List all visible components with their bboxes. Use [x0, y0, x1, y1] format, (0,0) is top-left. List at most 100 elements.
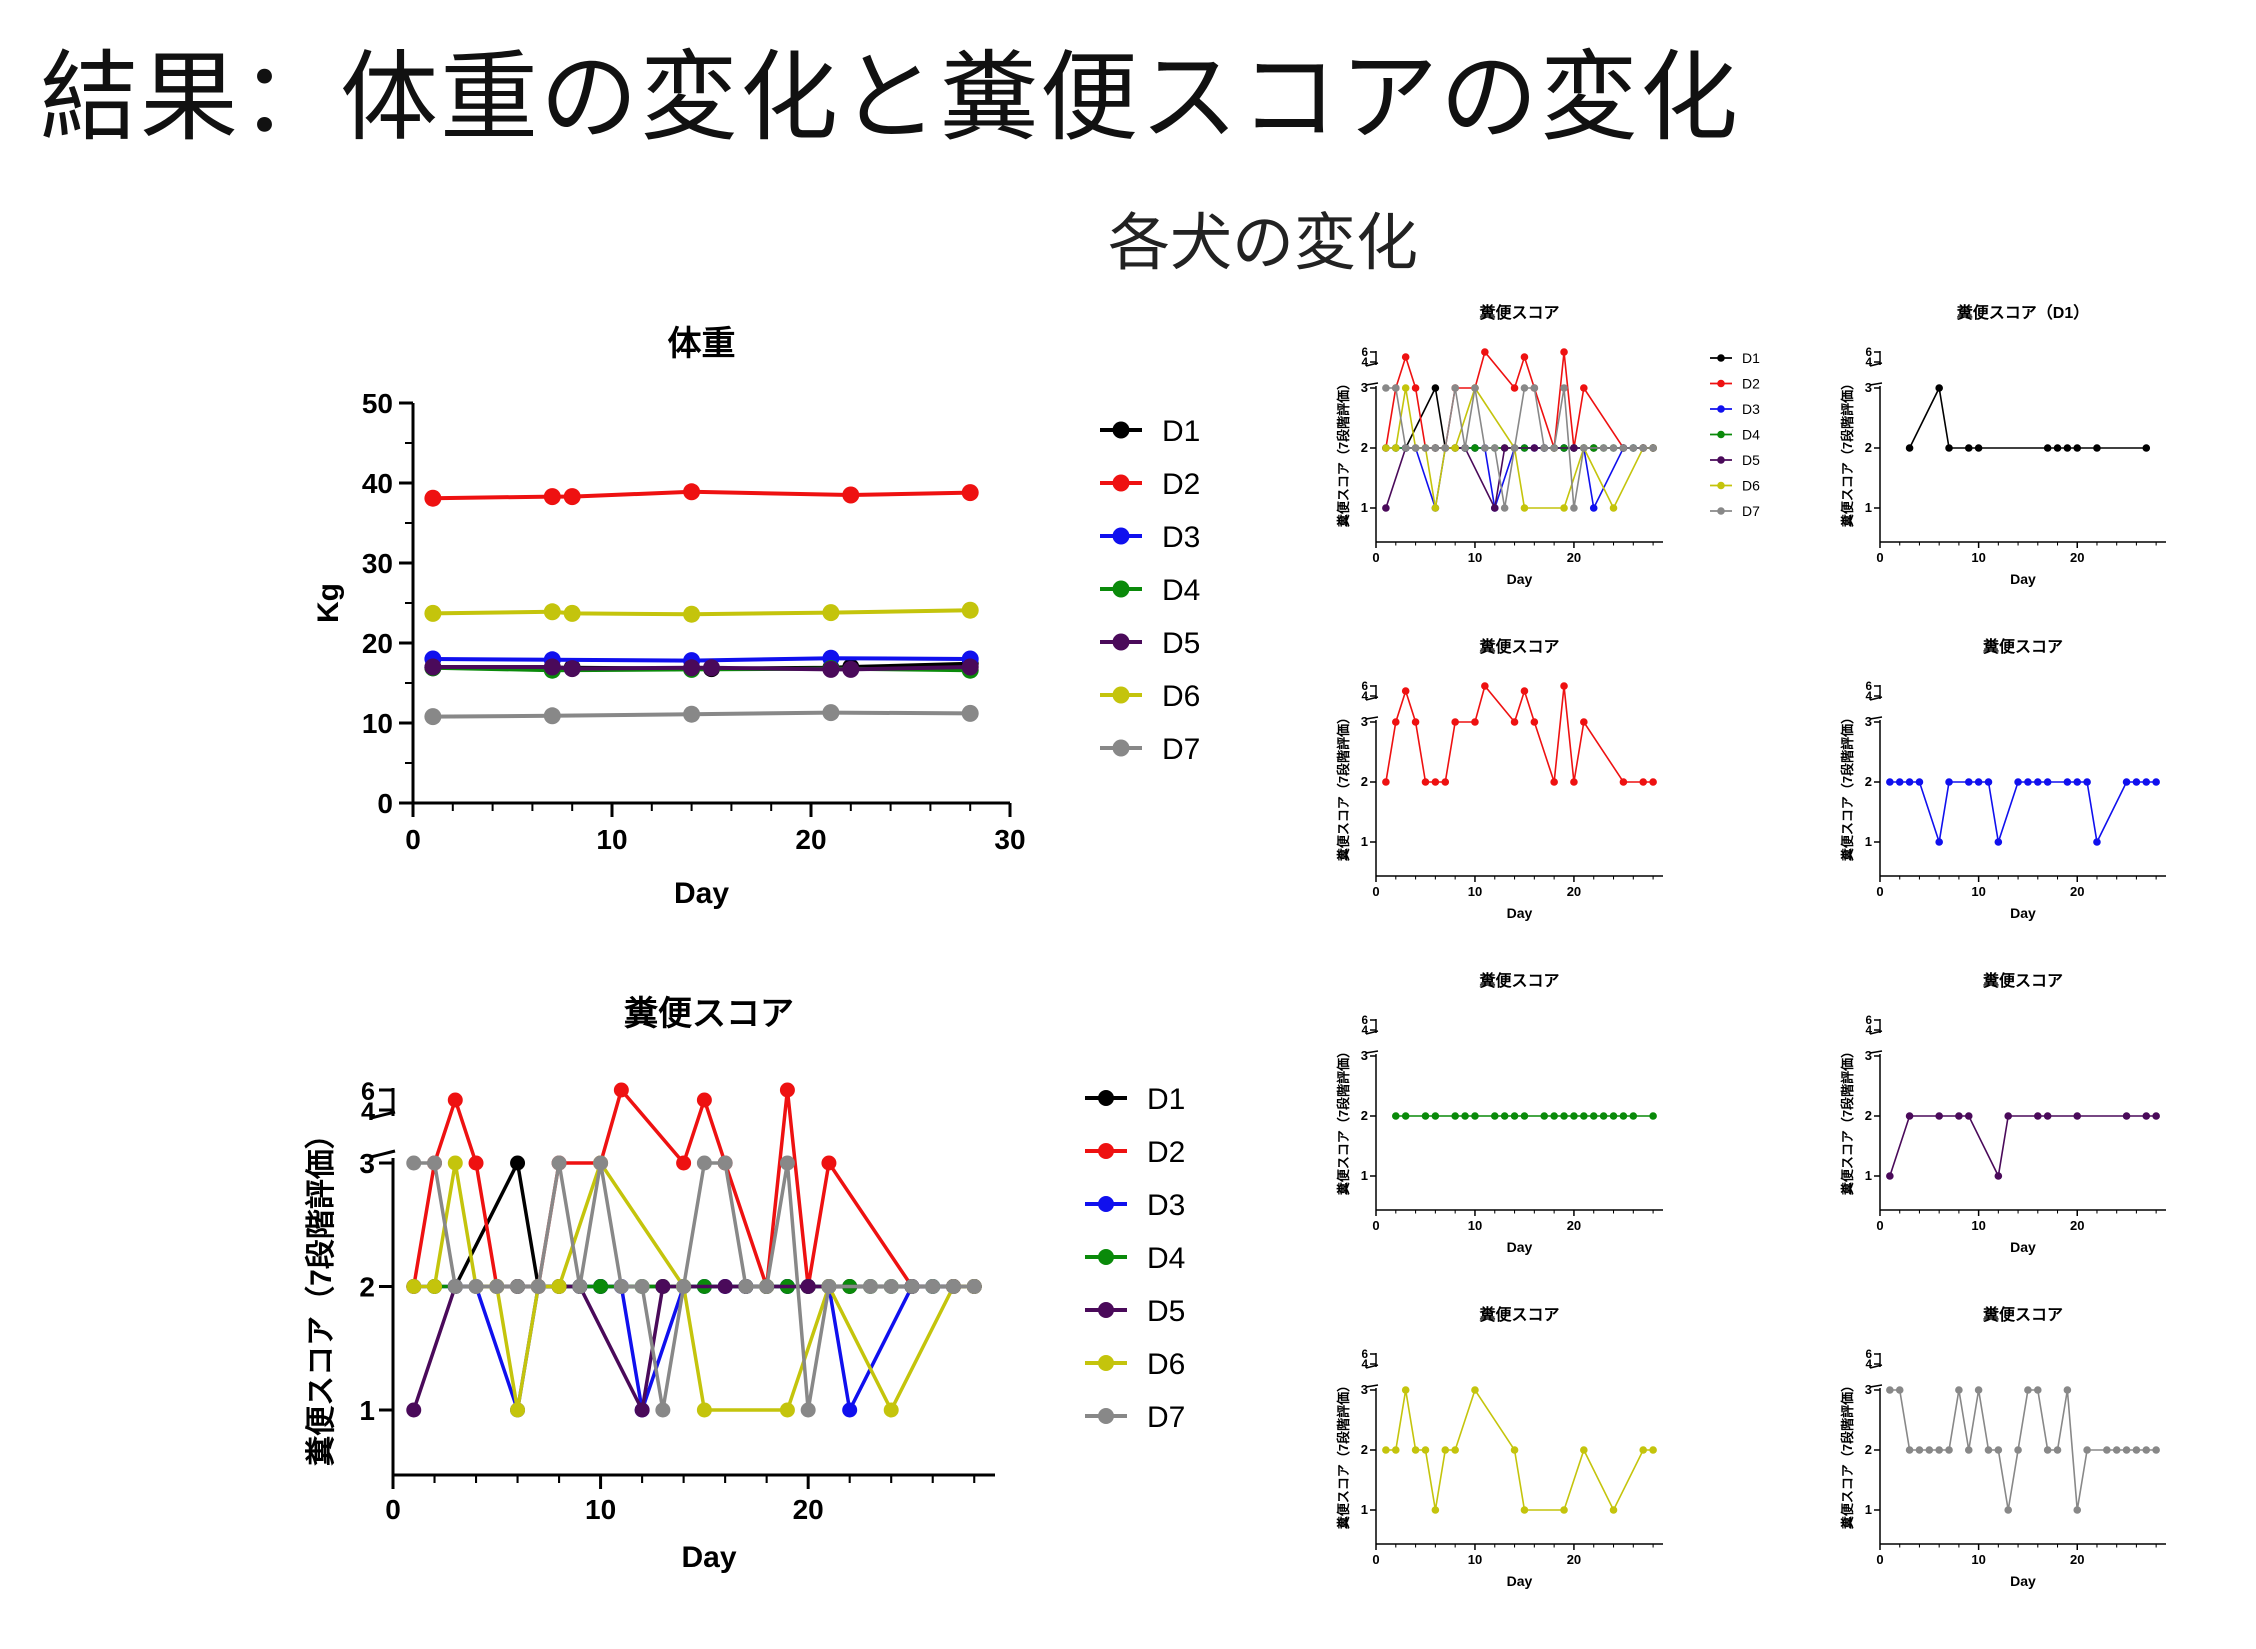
weight-legend-label-D5: D5 [1162, 627, 1200, 660]
fecal-legend-label-D4: D4 [1147, 1242, 1185, 1275]
fecal-point-D7 [1481, 444, 1489, 452]
fecal-point-D3 [1589, 504, 1598, 512]
fecal-point-D6 [1431, 504, 1440, 512]
fecal-point-D1 [2142, 444, 2151, 452]
fecal-x-tick-label: 20 [1567, 1218, 1581, 1233]
fecal-point-D3 [1994, 838, 2003, 846]
fecal-point-D4 [1540, 1112, 1549, 1120]
fecal-point-D6 [551, 1279, 567, 1294]
fecal-point-D7 [738, 1279, 754, 1294]
fecal-point-D7 [551, 1155, 567, 1171]
fecal-point-D1 [2053, 444, 2062, 452]
fecal-y-tick-label: 3 [359, 1148, 375, 1179]
fecal-legend-marker-D7 [1098, 1408, 1114, 1424]
fecal-point-D7 [1530, 384, 1539, 392]
fecal-legend-label-D1: D1 [1742, 350, 1760, 366]
fecal-point-D2 [1510, 718, 1519, 726]
fecal-point-D3 [2073, 778, 2082, 786]
fecal-small-chart: 糞便スコア 1 2 3 46 0 10 20 Day 糞便スコア（7段階評価） [1840, 971, 2166, 1255]
fecal-y-tick-label: 2 [1361, 1108, 1368, 1123]
fecal-y-tick-label: 6 [1865, 1348, 1872, 1361]
weight-legend-marker-D5 [1112, 633, 1130, 651]
fecal-point-D4 [1589, 1112, 1598, 1120]
fecal-point-D7 [427, 1155, 443, 1171]
fecal-y-tick-label: 1 [1865, 834, 1872, 849]
weight-point-D5 [543, 658, 561, 676]
fecal-point-D7 [966, 1279, 982, 1294]
fecal-point-D7 [800, 1402, 816, 1418]
weight-point-D5 [683, 659, 701, 677]
fecal-y-axis-label: 糞便スコア（7段階評価） [1336, 377, 1351, 528]
fecal-point-D4 [1609, 1112, 1618, 1120]
fecal-y-tick-label: 3 [1361, 1048, 1368, 1063]
fecal-x-tick-label: 0 [1876, 1218, 1883, 1233]
fecal-point-D7 [1401, 444, 1410, 452]
fecal-point-D2 [447, 1092, 463, 1108]
fecal-x-tick-label: 20 [2070, 550, 2084, 565]
fecal-point-D6 [1451, 1446, 1459, 1454]
fecal-point-D6 [1520, 1506, 1529, 1514]
fecal-point-D6 [1609, 1506, 1618, 1514]
fecal-y-tick-label: 6 [1865, 346, 1872, 359]
fecal-point-D4 [1391, 1112, 1400, 1120]
fecal-legend-marker-D5 [1717, 456, 1725, 464]
fecal-point-D7 [1540, 444, 1549, 452]
fecal-x-tick-label: 10 [1468, 1218, 1482, 1233]
fecal-point-D6 [427, 1279, 443, 1294]
fecal-series-line-D2 [1385, 684, 1654, 783]
fecal-point-D2 [1431, 778, 1440, 786]
fecal-point-D4 [1471, 444, 1479, 452]
fecal-point-D2 [676, 1155, 692, 1171]
weight-point-D2 [683, 483, 701, 501]
fecal-point-D6 [883, 1402, 899, 1418]
fecal-point-D7 [821, 1279, 837, 1294]
fecal-point-D2 [1510, 384, 1519, 392]
weight-point-D6 [424, 604, 442, 622]
fecal-legend-label-D6: D6 [1147, 1348, 1185, 1381]
weight-point-D5 [563, 660, 581, 678]
weight-y-tick-label: 50 [362, 388, 393, 419]
fecal-point-D6 [1401, 384, 1410, 392]
fecal-point-D7 [1391, 384, 1400, 392]
fecal-y-tick-label: 2 [1865, 774, 1872, 789]
fecal-point-D6 [1421, 1446, 1430, 1454]
fecal-point-D5 [2004, 1112, 2013, 1120]
fecal-point-D4 [1550, 1112, 1558, 1120]
fecal-axis-break-mark [1365, 382, 1379, 386]
weight-point-D5 [424, 658, 442, 676]
fecal-y-axis-label: 糞便スコア（7段階評価） [1336, 711, 1351, 862]
weight-legend-label-D6: D6 [1162, 680, 1200, 713]
weight-legend-label-D3: D3 [1162, 521, 1200, 554]
fecal-point-D3 [2122, 778, 2131, 786]
fecal-x-axis-label: Day [2010, 905, 2036, 921]
fecal-point-D7 [613, 1279, 629, 1294]
fecal-legend-label-D3: D3 [1742, 401, 1760, 417]
fecal-point-D7 [1639, 444, 1648, 452]
fecal-small-chart: 糞便スコア（D1） 1 2 3 46 0 10 20 Day 糞便スコア（7段階評価） [1840, 303, 2166, 587]
weight-legend-label-D7: D7 [1162, 733, 1200, 766]
fecal-point-D5 [1964, 1112, 1973, 1120]
fecal-point-D2 [1481, 682, 1489, 690]
fecal-legend-label-D5: D5 [1742, 452, 1760, 468]
fecal-point-D5 [1382, 504, 1390, 512]
weight-point-D2 [424, 489, 442, 507]
fecal-small-chart: 糞便スコア 1 2 3 46 0 10 20 Day 糞便スコア（7段階評価） [1840, 1305, 2166, 1589]
fecal-x-tick-label: 0 [1372, 884, 1379, 899]
fecal-point-D2 [1421, 778, 1430, 786]
fecal-point-D2 [1570, 778, 1578, 786]
fecal-point-D6 [1451, 444, 1459, 452]
fecal-x-tick-label: 10 [1971, 1218, 1985, 1233]
fecal-x-tick-label: 0 [1372, 550, 1379, 565]
weight-legend-marker-D4 [1112, 580, 1130, 598]
fecal-point-D6 [1441, 1446, 1450, 1454]
fecal-chart-title: 糞便スコア（D1） [1956, 303, 2089, 322]
fecal-point-D7 [1984, 1446, 1993, 1454]
fecal-point-D6 [696, 1402, 712, 1418]
fecal-series-line-D2 [412, 1086, 975, 1289]
weight-series-line-D6 [432, 608, 971, 617]
fecal-point-D6 [1411, 1446, 1420, 1454]
fecal-point-D3 [842, 1402, 858, 1418]
fecal-point-D3 [1895, 778, 1904, 786]
fecal-point-D2 [1411, 718, 1420, 726]
fecal-axis-break-mark [1869, 362, 1883, 367]
